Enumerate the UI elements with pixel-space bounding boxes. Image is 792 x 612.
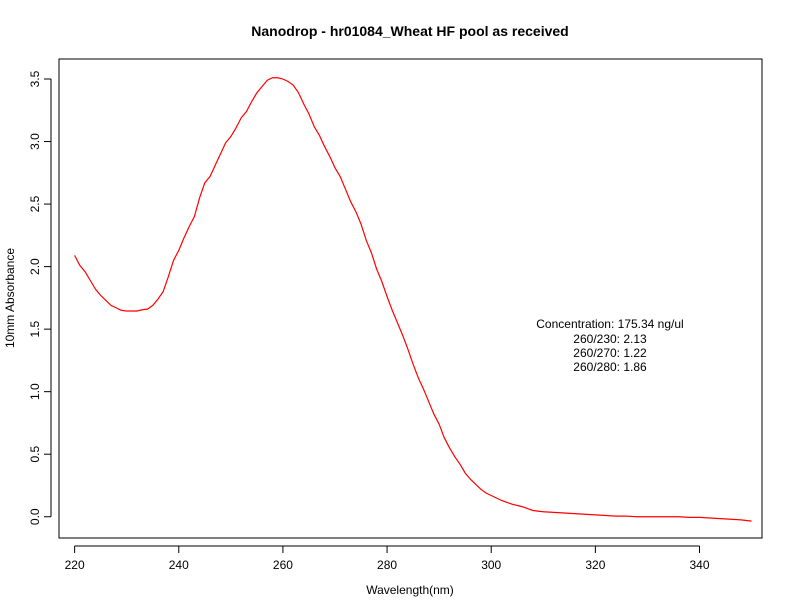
y-tick-label: 1.0: [28, 383, 42, 400]
chart-title: Nanodrop - hr01084_Wheat HF pool as rece…: [251, 23, 568, 39]
absorbance-line: [74, 77, 752, 522]
x-tick-label: 240: [169, 558, 189, 572]
x-tick-label: 260: [273, 558, 293, 572]
x-tick-label: 220: [65, 558, 85, 572]
x-tick-label: 320: [585, 558, 605, 572]
x-tick-label: 300: [481, 558, 501, 572]
plot-frame: [58, 58, 763, 539]
y-tick-label: 3.5: [28, 70, 42, 87]
annotation-ratio-260-280: 260/280: 1.86: [573, 360, 647, 374]
annotation-ratio-260-230: 260/230: 2.13: [573, 332, 647, 346]
y-axis: 0.0 0.5 1.0 1.5 2.0 2.5 3.0 3.5: [28, 70, 52, 525]
y-tick-label: 2.0: [28, 258, 42, 275]
y-tick-label: 0.5: [28, 446, 42, 463]
y-tick-label: 0.0: [28, 508, 42, 525]
y-tick-label: 1.5: [28, 320, 42, 337]
y-tick-label: 2.5: [28, 195, 42, 212]
y-axis-label: 10mm Absorbance: [3, 248, 17, 348]
x-axis: 220 240 260 280 300 320 340: [65, 545, 710, 572]
x-tick-label: 340: [689, 558, 709, 572]
x-axis-label: Wavelength(nm): [366, 583, 454, 597]
y-tick-label: 3.0: [28, 133, 42, 150]
annotation-concentration: Concentration: 175.34 ng/ul: [536, 317, 683, 331]
stats-annotation: Concentration: 175.34 ng/ul 260/230: 2.1…: [536, 317, 683, 374]
annotation-ratio-260-270: 260/270: 1.22: [573, 346, 647, 360]
x-tick-label: 280: [377, 558, 397, 572]
